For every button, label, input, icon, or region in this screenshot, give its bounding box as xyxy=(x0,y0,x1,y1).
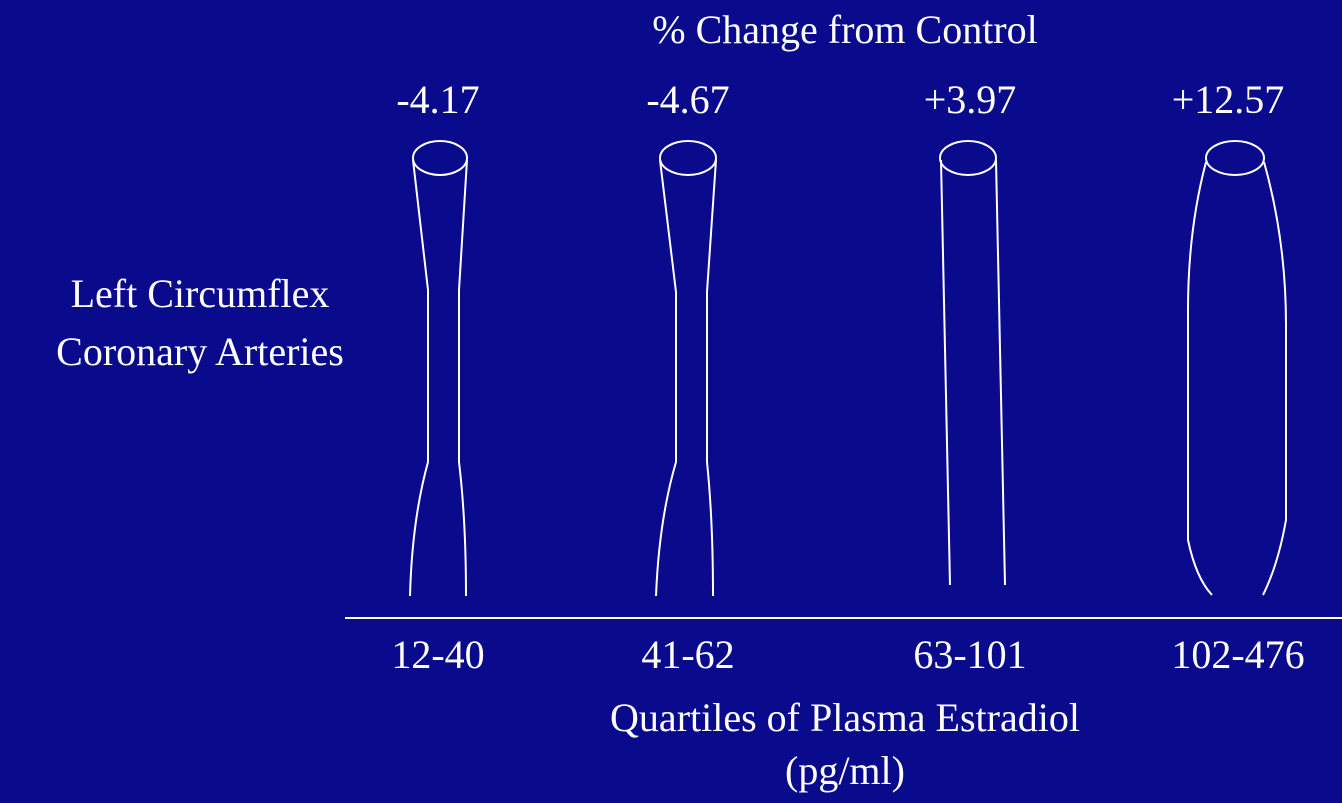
slide: % Change from Control Left Circumflex Co… xyxy=(0,0,1342,803)
range-label: 41-62 xyxy=(641,632,734,677)
range-label: 63-101 xyxy=(913,632,1026,677)
side-label: Coronary Arteries xyxy=(56,329,344,374)
x-label: (pg/ml) xyxy=(785,748,905,793)
side-label: Left Circumflex xyxy=(71,271,330,316)
x-label: Quartiles of Plasma Estradiol xyxy=(610,695,1080,740)
change-label: -4.67 xyxy=(646,77,729,122)
change-label: +12.57 xyxy=(1172,77,1285,122)
page: % Change from Control Left Circumflex Co… xyxy=(0,0,1342,803)
title: % Change from Control xyxy=(652,7,1038,52)
range-label: 102-476 xyxy=(1171,632,1304,677)
range-label: 12-40 xyxy=(391,632,484,677)
change-label: -4.17 xyxy=(396,77,479,122)
change-label: +3.97 xyxy=(924,77,1017,122)
